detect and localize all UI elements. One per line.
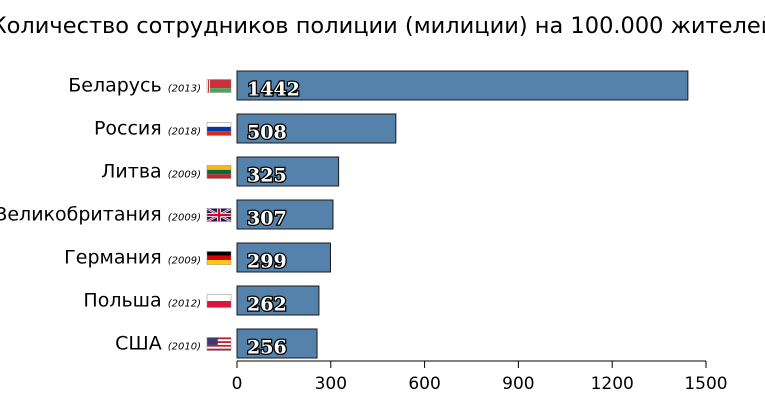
country-name: Беларусь [68,75,168,97]
poland-flag-icon [206,294,232,308]
russia-flag-icon [206,122,232,136]
year-label: (2009) [168,213,201,224]
category-label: Великобритания (2009) [0,204,201,226]
value-label: 1442 [247,79,300,101]
category-label: Германия (2009) [64,247,201,269]
bar [236,328,318,359]
category-label: Литва (2009) [101,161,201,183]
bar [236,242,331,273]
belarus-flag-icon [206,79,232,93]
x-tick-label: 600 [408,374,440,394]
x-tick-label: 0 [232,374,243,394]
lithuania-flag-icon [206,165,232,179]
year-label: (2012) [168,299,201,310]
value-label: 262 [247,294,287,316]
uk-flag-icon [206,207,232,223]
value-label: 325 [247,165,287,187]
year-label: (2009) [168,170,201,181]
bar [236,156,340,187]
country-name: Литва [101,161,168,183]
category-label: Беларусь (2013) [68,75,201,97]
x-axis: 0 300 600 900 1200 1500 [232,360,728,394]
bar [236,199,334,230]
year-label: (2013) [168,84,201,95]
country-name: Великобритания [0,204,168,226]
value-label: 256 [247,337,287,359]
country-name: Россия [94,118,168,140]
usa-flag-icon [206,337,232,351]
germany-flag-icon [206,251,232,265]
bar [236,285,320,316]
value-label: 299 [247,251,287,273]
bar [236,70,689,101]
bar [236,113,397,144]
x-tick-label: 1200 [591,374,634,394]
x-tick-label: 1500 [684,374,727,394]
country-name: Германия [64,247,168,269]
year-label: (2010) [168,342,201,353]
country-name: США [115,333,168,355]
category-label: Россия (2018) [94,118,201,140]
country-name: Польша [83,290,167,312]
chart-title: Количество сотрудников полиции (милиции)… [0,13,765,39]
category-label: США (2010) [115,333,201,355]
x-tick-label: 900 [502,374,534,394]
year-label: (2009) [168,256,201,267]
category-label: Польша (2012) [83,290,201,312]
value-label: 307 [247,208,287,230]
year-label: (2018) [168,127,201,138]
value-label: 508 [247,122,287,144]
x-tick-label: 300 [315,374,347,394]
bars-group: 1442 Беларусь (2013) 508 Россия (2018) 325 Ли… [0,70,689,360]
